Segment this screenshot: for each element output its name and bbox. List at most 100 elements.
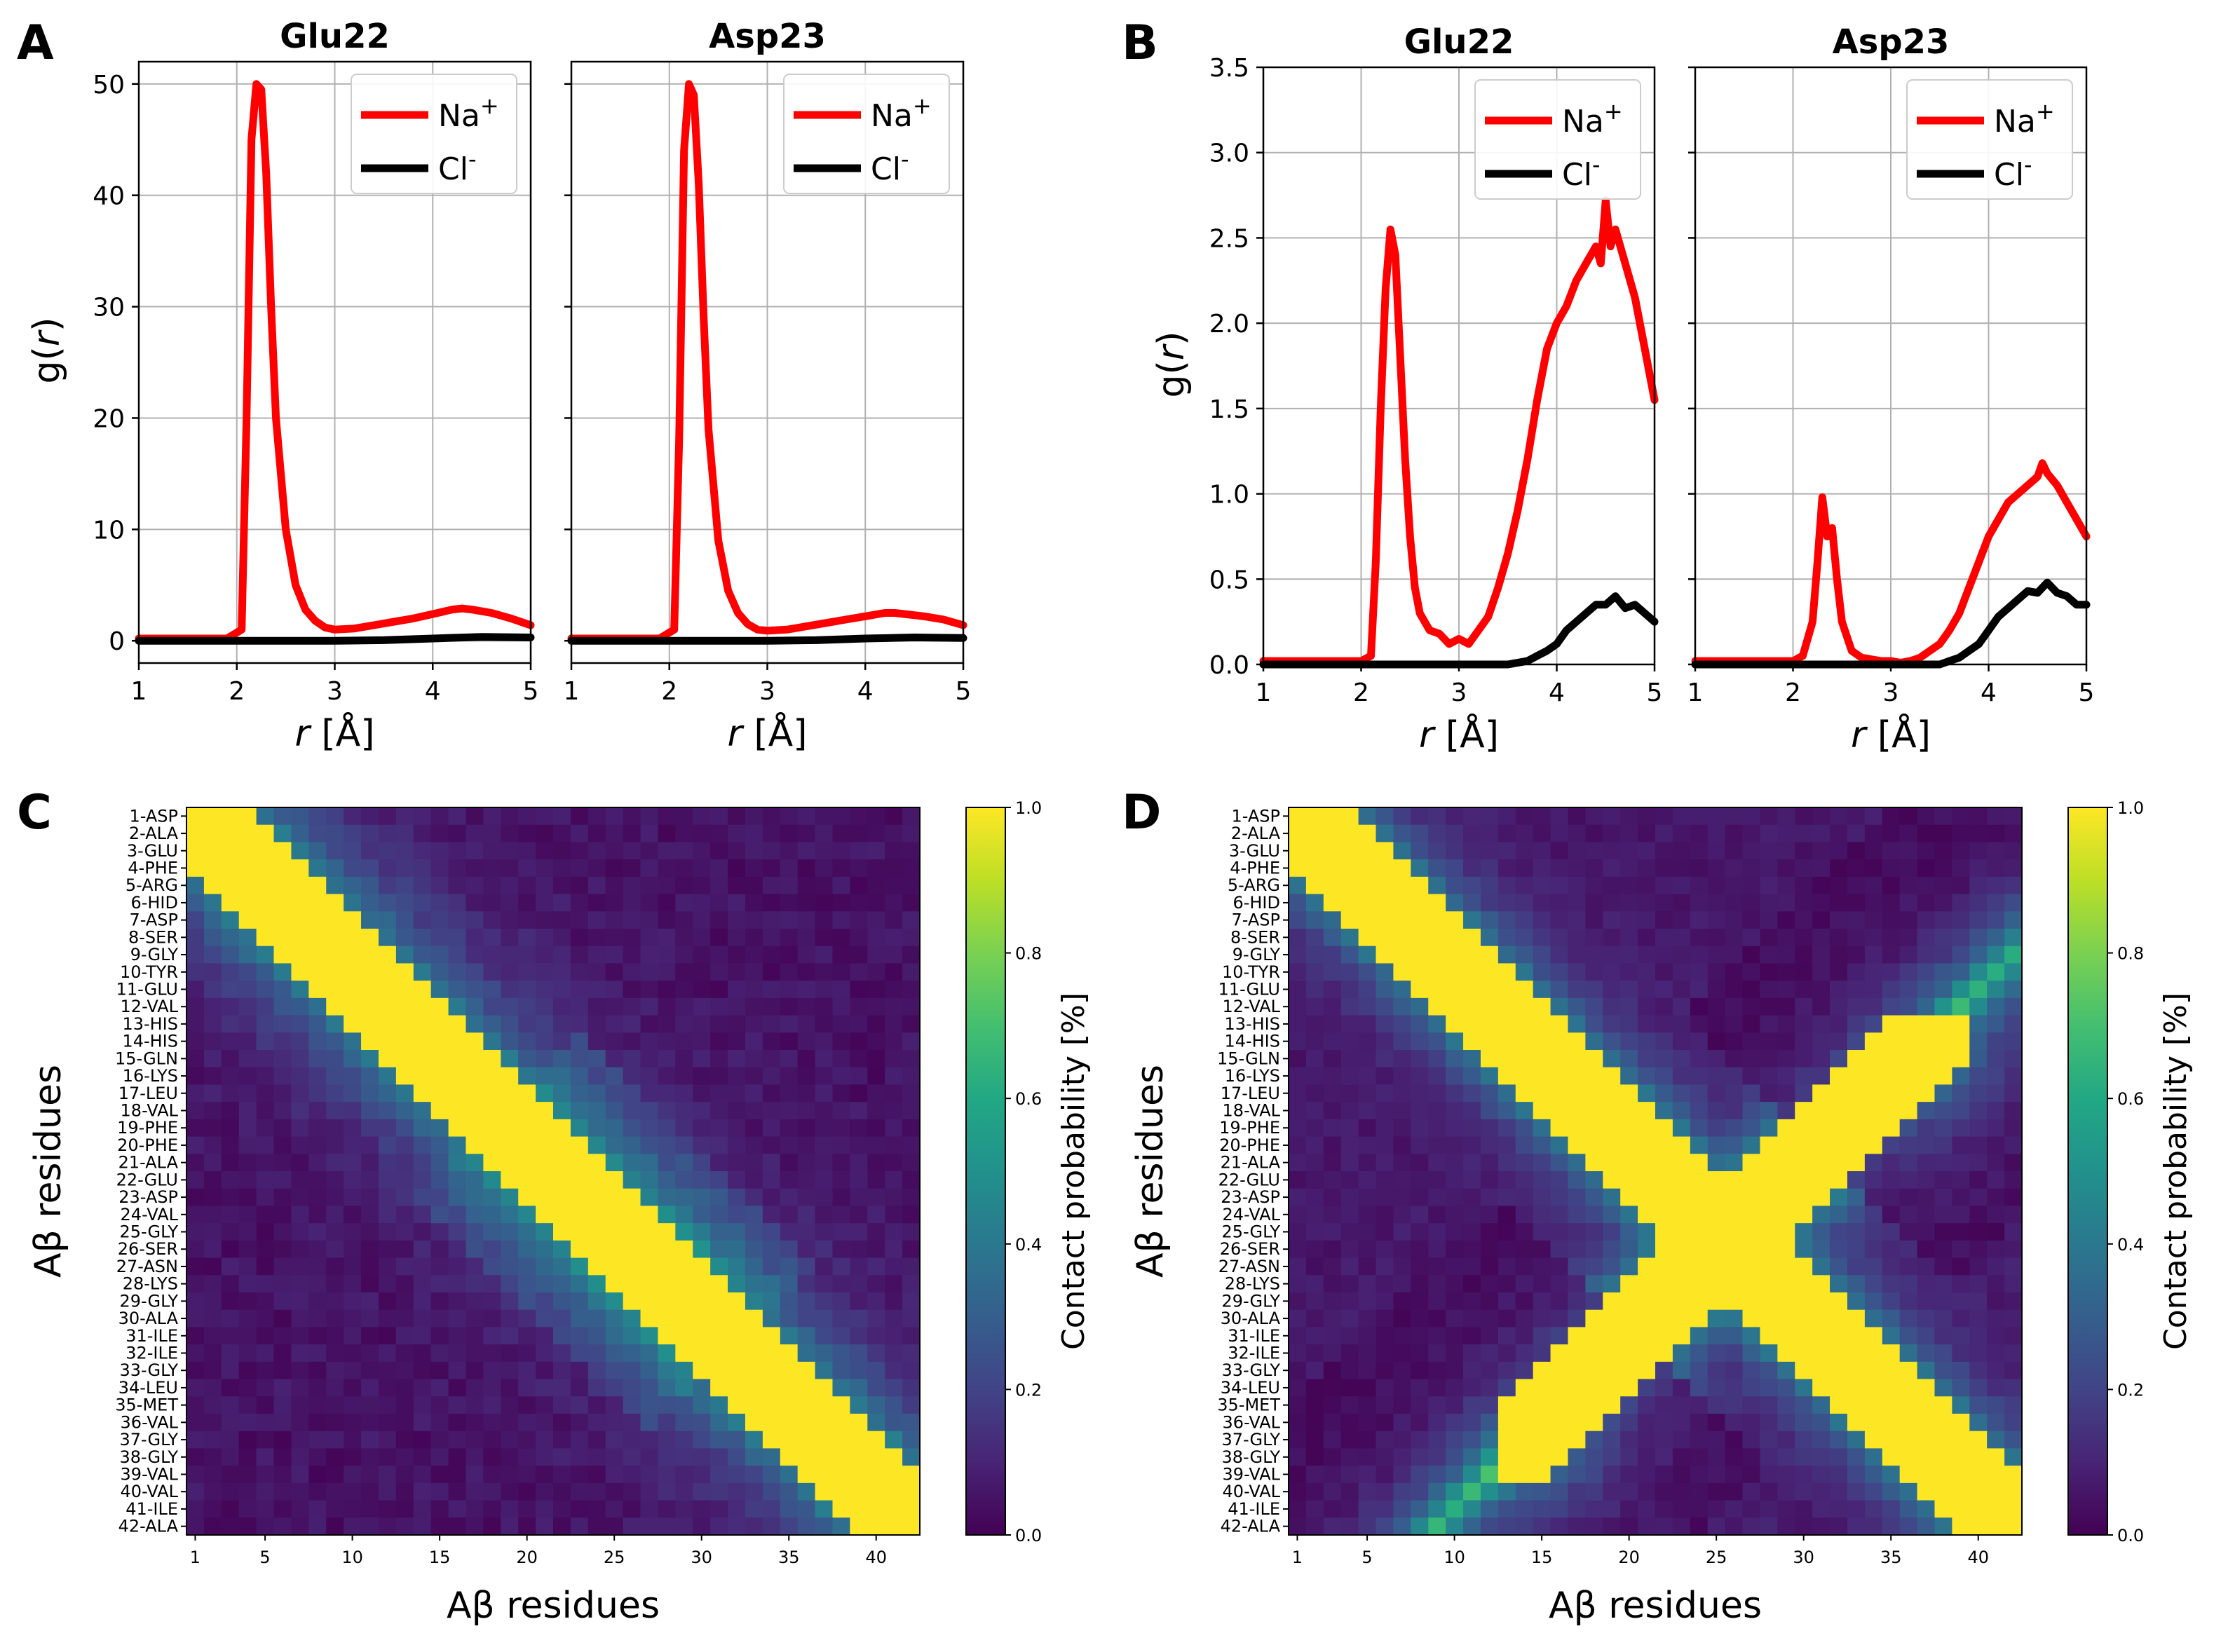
heatmap-cell <box>1340 1482 1359 1501</box>
heatmap-cell <box>1672 1171 1691 1189</box>
heatmap-cell <box>1463 1448 1481 1466</box>
x-tick-label: 3 <box>1451 678 1467 707</box>
heatmap-cell <box>1725 1327 1744 1345</box>
heatmap-cell <box>1690 1292 1709 1311</box>
heatmap-cell <box>1550 1431 1569 1449</box>
heatmap-cell <box>1830 842 1848 860</box>
heatmap-cell <box>1672 876 1691 895</box>
heatmap-cell <box>1620 1431 1638 1449</box>
heatmap-cell <box>466 1396 484 1414</box>
heatmap-cell <box>1289 981 1307 999</box>
heatmap-cell <box>1411 1257 1429 1276</box>
heatmap-cell <box>1917 1275 1936 1293</box>
heatmap-cell <box>1515 1171 1534 1189</box>
heatmap-cell <box>570 946 589 964</box>
heatmap-cell <box>1289 1292 1307 1311</box>
heatmap-cell <box>308 1466 327 1484</box>
heatmap-cell <box>518 963 536 981</box>
heatmap-cell <box>1428 876 1446 895</box>
heatmap-cell <box>1969 1240 1988 1259</box>
heatmap-cell <box>605 876 624 895</box>
heatmap-cell <box>1795 981 1813 999</box>
heatmap-cell <box>413 1500 432 1518</box>
heatmap-cell <box>483 1223 501 1241</box>
heatmap-cell <box>1690 1379 1709 1397</box>
heatmap-cell <box>1376 1084 1394 1103</box>
heatmap-cell <box>361 1466 379 1484</box>
heatmap-cell <box>605 929 624 947</box>
heatmap-cell <box>448 1050 467 1068</box>
heatmap-cell <box>815 1292 834 1311</box>
heatmap-cell <box>273 1500 292 1518</box>
heatmap-cell <box>1480 997 1499 1016</box>
heatmap-cell <box>291 876 309 895</box>
heatmap-cell <box>675 1361 693 1380</box>
heatmap-cell <box>1515 1240 1534 1259</box>
heatmap-cell <box>745 1067 763 1086</box>
residue-label: 5-ARG <box>125 875 178 895</box>
heatmap-cell <box>1497 1466 1516 1484</box>
heatmap-cell <box>448 842 467 860</box>
heatmap-cell <box>1533 1050 1551 1068</box>
heatmap-cell <box>605 824 624 843</box>
heatmap-cell <box>1428 1084 1446 1103</box>
heatmap-cell <box>1340 1414 1359 1432</box>
heatmap-cell <box>1550 1344 1569 1363</box>
heatmap-cell <box>1463 1327 1481 1345</box>
heatmap-cell <box>867 807 885 826</box>
heatmap-cell <box>308 1431 327 1449</box>
heatmap-cell <box>1795 1431 1813 1449</box>
heatmap-cell <box>1742 859 1761 878</box>
legend-label: Cl- <box>1994 151 2032 193</box>
residue-label: 26-SER <box>118 1239 178 1259</box>
heatmap-cell <box>308 1361 327 1380</box>
heatmap-cell <box>1917 1032 1936 1051</box>
heatmap-cell <box>1917 997 1936 1016</box>
heatmap-cell <box>780 1257 799 1276</box>
heatmap-cell <box>518 1240 536 1259</box>
heatmap-cell <box>1515 1327 1534 1345</box>
heatmap-cell <box>1830 1466 1848 1484</box>
heatmap-cell <box>1864 1015 1883 1033</box>
heatmap-cell <box>1777 1431 1795 1449</box>
heatmap-cell <box>186 1414 205 1432</box>
heatmap-cell <box>1917 842 1936 860</box>
heatmap-cell <box>1777 1119 1795 1138</box>
heatmap-cell <box>728 1414 746 1432</box>
heatmap-cell <box>1952 1032 1970 1051</box>
heatmap-cell <box>238 1015 257 1033</box>
heatmap-cell <box>1952 1431 1970 1449</box>
heatmap-cell <box>291 1015 309 1033</box>
heatmap-cell <box>1446 824 1464 843</box>
heatmap-cell <box>885 946 903 964</box>
heatmap-cell <box>570 807 589 826</box>
heatmap-cell <box>1690 1414 1709 1432</box>
heatmap-cell <box>832 1466 850 1484</box>
heatmap-cell <box>466 1067 484 1086</box>
heatmap-cell <box>221 1084 240 1103</box>
heatmap-cell <box>1847 1275 1866 1293</box>
heatmap-cell <box>2004 1032 2023 1051</box>
heatmap-cell <box>1340 876 1359 895</box>
heatmap-cell <box>832 1136 850 1154</box>
heatmap-cell <box>1672 1309 1691 1328</box>
heatmap-cell <box>1358 1257 1377 1276</box>
heatmap-cell <box>536 842 554 860</box>
heatmap-cell <box>797 1361 816 1380</box>
panel-letter-d: D <box>1122 785 1161 840</box>
heatmap-cell <box>1289 807 1307 826</box>
legend-box <box>1474 79 1641 200</box>
heatmap-cell <box>1812 1102 1831 1120</box>
heatmap-cell <box>1917 1344 1936 1363</box>
heatmap-cell <box>430 1223 449 1241</box>
heatmap-cell <box>1305 981 1324 999</box>
heatmap-cell <box>221 1448 240 1466</box>
heatmap-cell <box>885 929 903 947</box>
heatmap-cell <box>448 1067 467 1086</box>
heatmap-cell <box>797 824 816 843</box>
heatmap-cell <box>1899 1309 1918 1328</box>
heatmap-cell <box>1812 1136 1831 1154</box>
heatmap-cell <box>2004 1102 2023 1120</box>
heatmap-cell <box>501 1223 519 1241</box>
heatmap-cell <box>570 911 589 929</box>
